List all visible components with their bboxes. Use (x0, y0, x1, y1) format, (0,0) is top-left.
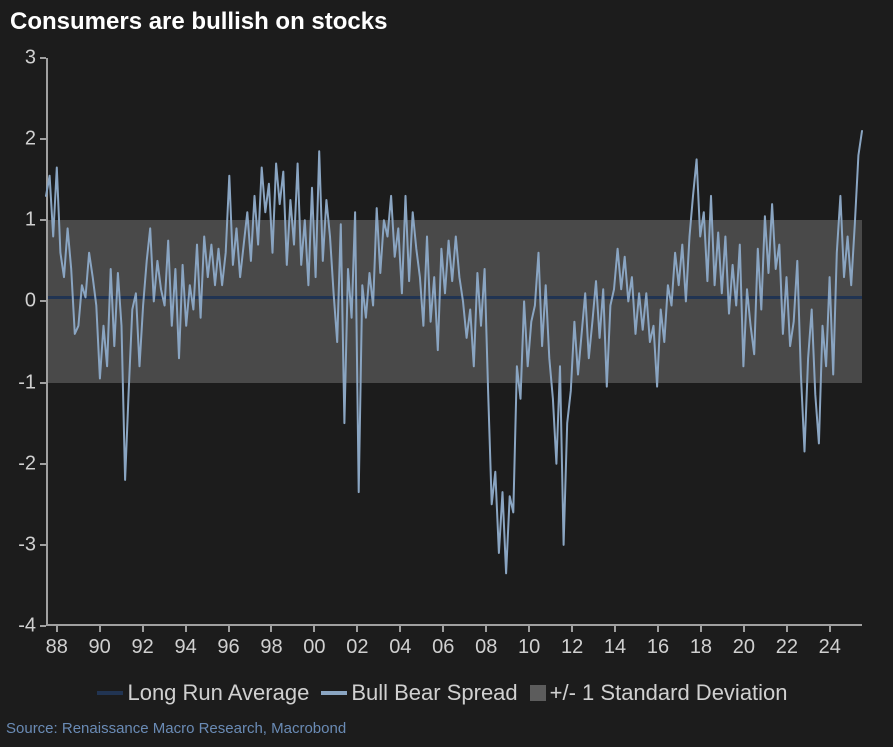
y-tick-label: -1 (0, 371, 36, 394)
y-tick (40, 625, 46, 627)
y-tick-label: -2 (0, 452, 36, 475)
x-tick-label: 02 (346, 636, 368, 659)
legend-swatch-box (530, 685, 546, 701)
y-tick-label: -3 (0, 533, 36, 556)
y-tick-label: 2 (0, 128, 36, 151)
x-tick-label: 08 (475, 636, 497, 659)
x-tick (528, 626, 530, 632)
plot-area (46, 58, 862, 626)
x-tick-label: 06 (432, 636, 454, 659)
x-tick (743, 626, 745, 632)
x-tick-label: 24 (819, 636, 841, 659)
x-tick (700, 626, 702, 632)
y-tick (40, 463, 46, 465)
y-tick (40, 138, 46, 140)
x-tick-label: 00 (303, 636, 325, 659)
x-tick (99, 626, 101, 632)
x-tick (571, 626, 573, 632)
x-tick-label: 04 (389, 636, 411, 659)
x-tick (185, 626, 187, 632)
source-attribution: Source: Renaissance Macro Research, Macr… (6, 720, 346, 737)
legend-label: +/- 1 Standard Deviation (550, 680, 788, 706)
y-tick-label: -4 (0, 615, 36, 638)
x-tick-label: 96 (217, 636, 239, 659)
chart-container: Consumers are bullish on stocks 3210-1-2… (0, 0, 893, 747)
x-tick (399, 626, 401, 632)
x-tick (228, 626, 230, 632)
x-tick (270, 626, 272, 632)
x-tick-label: 14 (604, 636, 626, 659)
x-tick (142, 626, 144, 632)
y-tick (40, 300, 46, 302)
source-prefix: Source (6, 720, 54, 737)
x-tick-label: 12 (561, 636, 583, 659)
y-tick-label: 3 (0, 47, 36, 70)
legend-swatch-line (321, 691, 347, 695)
x-tick-label: 94 (174, 636, 196, 659)
x-tick (614, 626, 616, 632)
y-tick (40, 219, 46, 221)
chart-title: Consumers are bullish on stocks (10, 8, 387, 36)
x-tick-label: 16 (647, 636, 669, 659)
x-tick-label: 88 (46, 636, 68, 659)
x-tick-label: 10 (518, 636, 540, 659)
legend-label: Long Run Average (127, 680, 309, 706)
x-tick (356, 626, 358, 632)
x-tick-label: 92 (132, 636, 154, 659)
x-tick-label: 20 (733, 636, 755, 659)
legend: Long Run Average Bull Bear Spread +/- 1 St… (0, 680, 893, 706)
y-tick-label: 0 (0, 290, 36, 313)
x-tick-label: 22 (776, 636, 798, 659)
bull-bear-spread-line (46, 58, 862, 626)
x-tick (829, 626, 831, 632)
x-tick-label: 98 (260, 636, 282, 659)
x-tick (485, 626, 487, 632)
y-tick (40, 544, 46, 546)
x-tick (313, 626, 315, 632)
x-tick-label: 18 (690, 636, 712, 659)
y-tick (40, 57, 46, 59)
y-tick (40, 382, 46, 384)
y-tick-label: 1 (0, 209, 36, 232)
source-text: Renaissance Macro Research, Macrobond (62, 720, 346, 737)
x-tick (657, 626, 659, 632)
legend-label: Bull Bear Spread (351, 680, 517, 706)
x-tick-label: 90 (89, 636, 111, 659)
x-tick (786, 626, 788, 632)
legend-swatch-line (97, 691, 123, 695)
x-tick (442, 626, 444, 632)
x-tick (56, 626, 58, 632)
